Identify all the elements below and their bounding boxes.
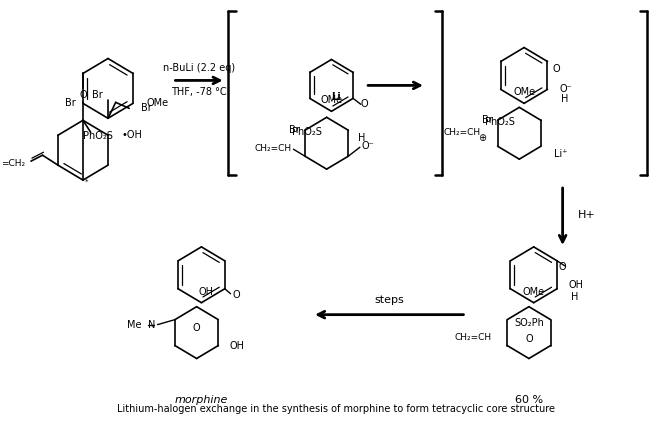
Text: H: H <box>561 94 568 104</box>
Text: OMe: OMe <box>523 287 545 297</box>
Text: O: O <box>558 262 566 272</box>
Text: OMe: OMe <box>320 96 343 105</box>
Text: CH₂=CH: CH₂=CH <box>455 333 492 342</box>
Text: O: O <box>79 91 87 100</box>
Text: •OH: •OH <box>122 130 142 140</box>
Text: OMe: OMe <box>146 99 168 108</box>
Text: THF, -78 °C: THF, -78 °C <box>171 88 227 97</box>
Text: Br: Br <box>92 91 103 100</box>
Text: O: O <box>552 64 560 75</box>
Text: H+: H+ <box>578 210 596 220</box>
Text: Li: Li <box>332 92 341 102</box>
Text: Li⁺: Li⁺ <box>554 149 568 159</box>
Text: PhO₂S: PhO₂S <box>485 117 514 127</box>
Text: O⁻: O⁻ <box>362 141 374 151</box>
Text: OH: OH <box>230 341 245 351</box>
Text: Br: Br <box>289 125 300 135</box>
Text: OMe: OMe <box>513 88 535 97</box>
Text: steps: steps <box>374 295 404 305</box>
Text: =CH₂: =CH₂ <box>1 159 25 168</box>
Text: O: O <box>361 99 369 109</box>
Text: PhO₂S: PhO₂S <box>292 127 322 137</box>
Text: morphine: morphine <box>175 395 228 405</box>
Text: Br: Br <box>482 115 493 125</box>
Text: H: H <box>358 133 365 143</box>
Text: Lithium-halogen exchange in the synthesis of morphine to form tetracyclic core s: Lithium-halogen exchange in the synthesi… <box>117 404 555 414</box>
Text: *: * <box>85 179 88 185</box>
Text: O: O <box>233 290 240 300</box>
Text: O: O <box>525 333 533 344</box>
Text: 60 %: 60 % <box>515 395 543 405</box>
Text: Br: Br <box>64 99 75 108</box>
Text: CH₂=CH: CH₂=CH <box>254 144 291 153</box>
Text: OH: OH <box>199 287 214 297</box>
Text: O⁻: O⁻ <box>559 84 572 94</box>
Text: n-BuLi (2.2 eq): n-BuLi (2.2 eq) <box>163 64 235 74</box>
Text: ⊕: ⊕ <box>478 133 486 143</box>
Text: SO₂Ph: SO₂Ph <box>514 317 544 328</box>
Text: Br: Br <box>141 103 151 113</box>
Text: O: O <box>193 322 200 333</box>
Text: OH: OH <box>569 280 584 290</box>
Text: H: H <box>571 292 578 302</box>
Text: Me: Me <box>127 320 141 330</box>
Text: N: N <box>148 320 155 330</box>
Text: PhO₂S: PhO₂S <box>83 131 113 141</box>
Text: CH₂=CH: CH₂=CH <box>443 128 480 137</box>
